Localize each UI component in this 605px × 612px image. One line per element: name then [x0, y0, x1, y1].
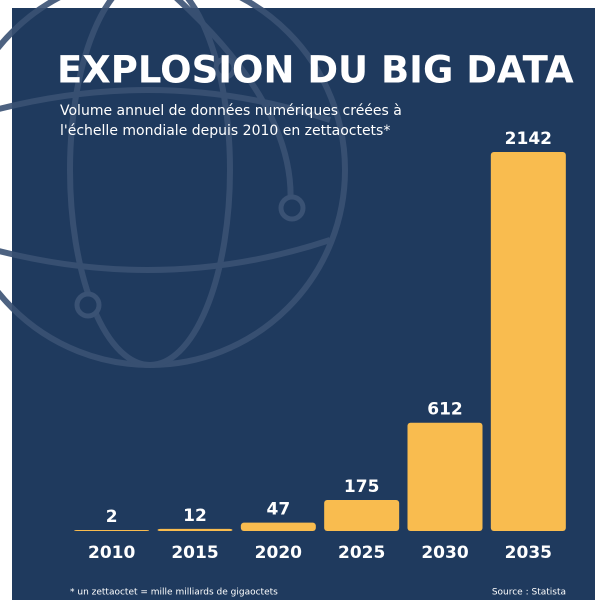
value-label: 2 — [106, 507, 118, 527]
globe-nodes — [74, 56, 306, 319]
bar — [324, 500, 400, 531]
footnote: * un zettaoctet = mille milliards de gig… — [70, 588, 278, 598]
bar — [240, 522, 316, 531]
value-label: 47 — [266, 500, 290, 520]
x-tick-label: 2020 — [255, 543, 302, 563]
value-label: 12 — [183, 506, 207, 526]
x-tick-label: 2015 — [171, 543, 218, 563]
x-tick-label: 2010 — [88, 543, 135, 563]
subtitle-line: Volume annuel de données numériques créé… — [60, 103, 402, 119]
value-label: 175 — [344, 477, 380, 497]
subtitle-line: l'échelle mondiale depuis 2010 en zettao… — [60, 123, 390, 139]
x-tick-label: 2035 — [505, 543, 552, 563]
x-tick-label: 2025 — [338, 543, 385, 563]
value-label: 612 — [427, 400, 463, 420]
source: Source : Statista — [492, 588, 566, 598]
x-tick-label: 2030 — [421, 543, 468, 563]
bar — [407, 422, 483, 531]
chart-title: EXPLOSION DU BIG DATA — [57, 49, 574, 92]
bar — [490, 152, 566, 531]
bar — [157, 528, 233, 531]
bar — [74, 530, 150, 531]
globe-decoration — [0, 0, 348, 368]
value-label: 2142 — [505, 129, 552, 149]
